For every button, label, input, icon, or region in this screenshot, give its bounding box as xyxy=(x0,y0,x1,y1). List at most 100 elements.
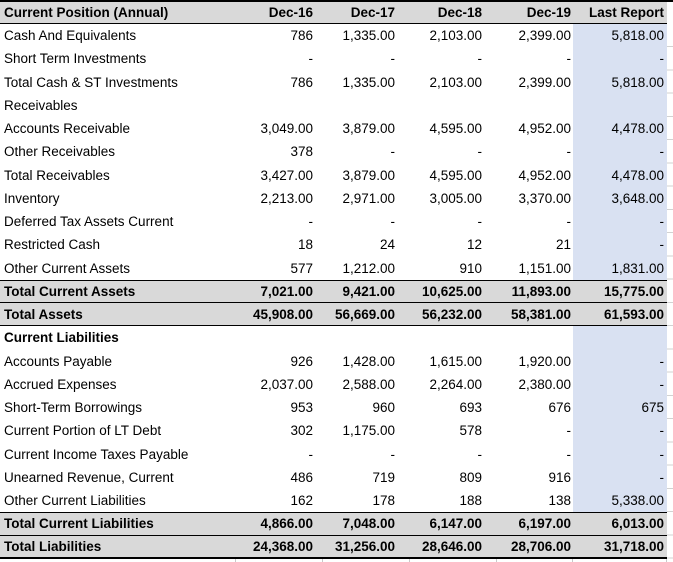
cell[interactable] xyxy=(323,326,410,349)
row-label[interactable]: Accounts Payable xyxy=(4,353,113,369)
cell[interactable]: - xyxy=(573,140,667,164)
column-header[interactable]: Dec-16 xyxy=(268,5,313,20)
cell[interactable]: 3,049.00 xyxy=(260,121,313,137)
cell[interactable]: 4,952.00 xyxy=(518,167,571,183)
cell[interactable] xyxy=(235,326,323,349)
cell[interactable]: 1,428.00 xyxy=(342,353,395,369)
row-label[interactable]: Unearned Revenue, Current xyxy=(4,469,174,485)
cell[interactable]: 21 xyxy=(555,237,571,253)
cell[interactable]: - xyxy=(573,442,667,466)
row-label[interactable]: Restricted Cash xyxy=(4,237,101,253)
cell[interactable]: 1,151.00 xyxy=(518,260,571,276)
row-label[interactable]: Accrued Expenses xyxy=(4,376,117,392)
cell[interactable]: 162 xyxy=(290,493,313,509)
column-header[interactable]: Last Report xyxy=(588,5,664,20)
cell[interactable]: 28,706.00 xyxy=(497,535,573,557)
cell[interactable]: 5,338.00 xyxy=(573,489,667,513)
cell[interactable]: 61,593.00 xyxy=(573,303,667,326)
cell[interactable]: 3,879.00 xyxy=(342,167,395,183)
row-label[interactable]: Current Portion of LT Debt xyxy=(4,423,162,439)
cell[interactable]: 578 xyxy=(459,423,482,439)
cell[interactable] xyxy=(497,94,573,117)
cell[interactable]: 953 xyxy=(290,400,313,416)
cell[interactable]: 2,264.00 xyxy=(429,376,482,392)
column-header[interactable]: Dec-18 xyxy=(437,5,482,20)
cell[interactable]: 9,421.00 xyxy=(323,280,410,302)
cell[interactable]: - xyxy=(477,144,483,160)
cell[interactable]: 2,399.00 xyxy=(518,28,571,44)
cell[interactable]: 56,669.00 xyxy=(323,303,410,326)
column-header[interactable]: Dec-19 xyxy=(526,5,571,20)
cell[interactable]: 3,005.00 xyxy=(429,190,482,206)
cell[interactable]: - xyxy=(390,51,396,67)
cell[interactable]: 4,595.00 xyxy=(429,167,482,183)
cell[interactable]: 3,648.00 xyxy=(573,186,667,210)
cell[interactable]: 5,818.00 xyxy=(573,24,667,48)
row-label[interactable]: Other Receivables xyxy=(4,144,116,160)
cell[interactable]: 6,147.00 xyxy=(410,513,497,535)
cell[interactable]: 302 xyxy=(290,423,313,439)
row-label[interactable]: Total Cash & ST Investments xyxy=(4,74,178,90)
row-label[interactable]: Deferred Tax Assets Current xyxy=(4,214,174,230)
cell[interactable] xyxy=(573,93,667,117)
cell[interactable]: 916 xyxy=(548,469,571,485)
cell[interactable]: - xyxy=(308,214,314,230)
row-label[interactable]: Current Liabilities xyxy=(4,330,119,346)
cell[interactable]: 2,380.00 xyxy=(518,376,571,392)
cell[interactable]: 675 xyxy=(573,396,667,420)
cell[interactable]: 58,381.00 xyxy=(497,303,573,326)
cell[interactable]: - xyxy=(566,446,572,462)
cell[interactable]: 31,718.00 xyxy=(573,535,667,557)
cell[interactable]: 12 xyxy=(466,237,482,253)
cell[interactable]: - xyxy=(573,233,667,257)
cell[interactable]: - xyxy=(573,372,667,396)
cell[interactable]: 4,866.00 xyxy=(235,513,323,535)
row-label[interactable]: Inventory xyxy=(4,190,60,206)
cell[interactable]: 577 xyxy=(290,260,313,276)
cell[interactable]: - xyxy=(308,446,314,462)
cell[interactable]: - xyxy=(573,47,667,71)
row-label[interactable]: Total Current Liabilities xyxy=(0,513,235,535)
cell[interactable]: 2,588.00 xyxy=(342,376,395,392)
row-label[interactable]: Cash And Equivalents xyxy=(4,28,137,44)
cell[interactable]: 960 xyxy=(372,400,395,416)
cell[interactable]: 24 xyxy=(379,237,395,253)
cell[interactable]: 2,213.00 xyxy=(260,190,313,206)
cell[interactable]: - xyxy=(477,214,483,230)
cell[interactable]: 786 xyxy=(290,28,313,44)
cell[interactable]: 926 xyxy=(290,353,313,369)
cell[interactable]: 1,335.00 xyxy=(342,28,395,44)
cell[interactable]: 11,893.00 xyxy=(497,280,573,302)
cell[interactable] xyxy=(410,326,497,349)
cell[interactable]: 1,831.00 xyxy=(573,256,667,280)
cell[interactable]: 5,818.00 xyxy=(573,70,667,94)
cell[interactable]: 4,595.00 xyxy=(429,121,482,137)
cell[interactable]: - xyxy=(566,423,572,439)
cell[interactable]: - xyxy=(566,144,572,160)
cell[interactable]: 2,399.00 xyxy=(518,74,571,90)
row-label[interactable]: Accounts Receivable xyxy=(4,121,131,137)
cell[interactable]: 2,103.00 xyxy=(429,74,482,90)
cell[interactable]: 1,920.00 xyxy=(518,353,571,369)
cell[interactable]: 2,037.00 xyxy=(260,376,313,392)
column-header[interactable]: Dec-17 xyxy=(350,5,395,20)
cell[interactable]: 1,175.00 xyxy=(342,423,395,439)
cell[interactable]: 3,879.00 xyxy=(342,121,395,137)
cell[interactable]: 378 xyxy=(290,144,313,160)
cell[interactable]: 693 xyxy=(459,400,482,416)
cell[interactable] xyxy=(497,326,573,349)
cell[interactable]: 4,478.00 xyxy=(573,163,667,187)
row-label[interactable]: Total Current Assets xyxy=(0,280,235,302)
row-label[interactable]: Total Liabilities xyxy=(0,535,235,557)
cell[interactable]: 1,212.00 xyxy=(342,260,395,276)
cell[interactable]: - xyxy=(573,210,667,234)
cell[interactable] xyxy=(235,94,323,117)
cell[interactable]: 7,021.00 xyxy=(235,280,323,302)
cell[interactable]: 1,615.00 xyxy=(429,353,482,369)
cell[interactable]: 4,478.00 xyxy=(573,117,667,141)
cell[interactable]: 676 xyxy=(548,400,571,416)
row-label[interactable]: Receivables xyxy=(4,97,78,113)
cell[interactable] xyxy=(573,326,667,350)
row-label[interactable]: Total Receivables xyxy=(4,167,110,183)
cell[interactable]: 18 xyxy=(297,237,313,253)
